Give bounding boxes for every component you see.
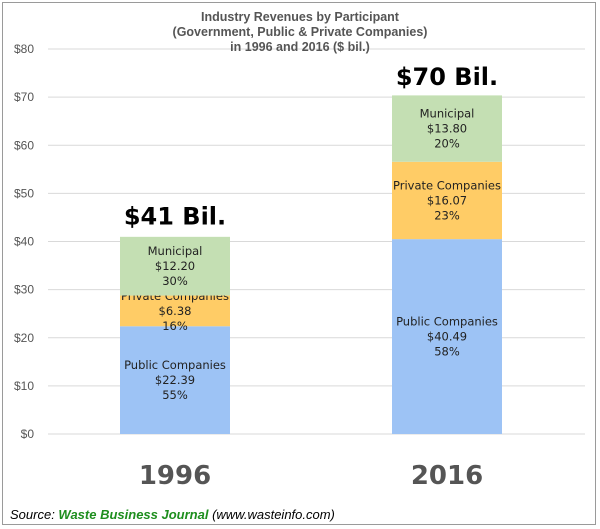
segment-percent: 23% bbox=[434, 208, 460, 222]
y-tick-label: $0 bbox=[21, 427, 35, 441]
bar-segment bbox=[120, 295, 230, 327]
bar-segment bbox=[392, 239, 502, 434]
segment-name: Municipal bbox=[148, 244, 203, 258]
bar-segment bbox=[392, 161, 502, 240]
chart-title: Industry Revenues by Participant(Governm… bbox=[173, 10, 428, 54]
bar-total-label: $41 Bil. bbox=[124, 203, 226, 231]
segment-percent: 20% bbox=[434, 137, 460, 151]
x-axis-labels: 1996 2016 bbox=[139, 461, 483, 491]
segment-value: $6.38 bbox=[159, 304, 192, 318]
chart-title-line: Industry Revenues by Participant bbox=[201, 10, 400, 24]
y-tick-label: $60 bbox=[14, 138, 34, 152]
bar-segment bbox=[392, 95, 502, 162]
y-tick-label: $50 bbox=[14, 186, 34, 200]
segment-value: $16.07 bbox=[427, 193, 467, 207]
y-tick-label: $70 bbox=[14, 90, 34, 104]
source-prefix: Source: bbox=[10, 507, 59, 522]
chart-title-line: (Government, Public & Private Companies) bbox=[173, 25, 428, 39]
segment-percent: 16% bbox=[162, 319, 188, 333]
segment-name: Municipal bbox=[420, 107, 475, 121]
segment-percent: 30% bbox=[162, 274, 188, 288]
segment-percent: 55% bbox=[162, 388, 188, 402]
bar-segment bbox=[120, 236, 230, 296]
y-tick-label: $20 bbox=[14, 331, 34, 345]
y-tick-label: $30 bbox=[14, 283, 34, 297]
y-tick-label: $80 bbox=[14, 42, 34, 56]
segment-value: $40.49 bbox=[427, 330, 467, 344]
source-note: Source: Waste Business Journal (www.wast… bbox=[10, 507, 335, 522]
bar-segment bbox=[120, 326, 230, 434]
chart-title-line: in 1996 and 2016 ($ bil.) bbox=[230, 40, 370, 54]
source-suffix: (www.wasteinfo.com) bbox=[208, 507, 335, 522]
source-brand: Waste Business Journal bbox=[58, 507, 209, 522]
y-axis-ticks: $0 $10 $20 $30 $40 $50 $60 $70 $80 bbox=[14, 42, 34, 441]
segment-name: Private Companies bbox=[393, 178, 501, 192]
segment-value: $22.39 bbox=[155, 373, 195, 387]
segment-percent: 58% bbox=[434, 345, 460, 359]
segment-value: $13.80 bbox=[427, 122, 467, 136]
x-category-label: 2016 bbox=[411, 461, 483, 491]
y-tick-label: $40 bbox=[14, 235, 34, 249]
segment-name: Public Companies bbox=[124, 358, 226, 372]
segment-name: Public Companies bbox=[396, 315, 498, 329]
y-tick-label: $10 bbox=[14, 379, 34, 393]
segment-value: $12.20 bbox=[155, 259, 195, 273]
bar-total-label: $70 Bil. bbox=[396, 63, 498, 91]
x-category-label: 1996 bbox=[139, 461, 211, 491]
